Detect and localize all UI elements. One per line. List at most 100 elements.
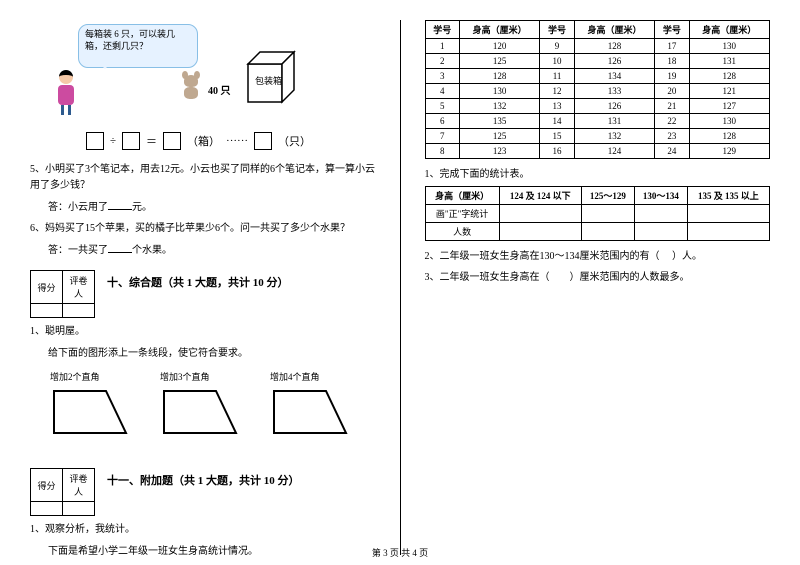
shapes-row: 增加2个直角 增加3个直角 增加4个直角 <box>50 370 376 440</box>
table-cell: 126 <box>574 99 654 114</box>
stat-cell[interactable] <box>687 223 769 241</box>
table-cell: 16 <box>540 144 574 159</box>
table-cell: 120 <box>459 39 539 54</box>
table-row: 41301213320121 <box>425 84 770 99</box>
table-cell: 19 <box>655 69 689 84</box>
stat-cell[interactable] <box>499 205 581 223</box>
table-header: 身高（厘米） <box>574 21 654 39</box>
table-header: 学号 <box>540 21 574 39</box>
table-cell: 6 <box>425 114 459 129</box>
grader-cell[interactable] <box>63 502 95 516</box>
table-cell: 124 <box>574 144 654 159</box>
table-cell: 127 <box>689 99 769 114</box>
page-footer: 第 3 页 共 4 页 <box>0 546 800 559</box>
score-cell[interactable] <box>31 304 63 318</box>
stat-cell[interactable] <box>581 223 634 241</box>
table-row: 21251012618131 <box>425 54 770 69</box>
shape-label: 增加4个直角 <box>270 370 360 383</box>
blank-box[interactable] <box>86 132 104 150</box>
blank-box[interactable] <box>163 132 181 150</box>
table-row: 31281113419128 <box>425 69 770 84</box>
grader-cell[interactable] <box>63 304 95 318</box>
table-cell: 9 <box>540 39 574 54</box>
fill-blank[interactable] <box>108 243 132 253</box>
score-cell[interactable] <box>31 502 63 516</box>
blank-box[interactable] <box>254 132 272 150</box>
score-table: 得分评卷人 <box>30 468 95 516</box>
table-cell: 21 <box>655 99 689 114</box>
trapezoid-icon <box>50 387 130 437</box>
column-divider <box>400 20 401 555</box>
stat-cell[interactable] <box>687 205 769 223</box>
box-label: 包装箱 <box>255 74 282 87</box>
table-cell: 131 <box>689 54 769 69</box>
table-cell: 18 <box>655 54 689 69</box>
stat-cell[interactable] <box>634 223 687 241</box>
q-text: ）人。 <box>672 251 702 262</box>
answer-5: 答：小云用了元。 <box>48 198 376 213</box>
table-header: 135 及 135 以上 <box>687 187 769 205</box>
table-cell: 23 <box>655 129 689 144</box>
table-header: 身高（厘米） <box>425 187 499 205</box>
table-cell: 128 <box>574 39 654 54</box>
left-column: 每箱装 6 只，可以装几箱，还剩几只？ 40 只 包装箱 ÷ ＝ <box>30 20 376 555</box>
table-cell: 131 <box>574 114 654 129</box>
table-cell: 4 <box>425 84 459 99</box>
table-cell: 12 <box>540 84 574 99</box>
section-11-q1: 1、观察分析，我统计。 <box>30 522 376 538</box>
table-header: 124 及 124 以下 <box>499 187 581 205</box>
question-6: 6、妈妈买了15个苹果，买的橘子比苹果少6个。问一共买了多少个水果？ <box>30 221 376 237</box>
table-cell: 128 <box>689 69 769 84</box>
table-cell: 128 <box>459 69 539 84</box>
table-header: 学号 <box>655 21 689 39</box>
table-cell: 17 <box>655 39 689 54</box>
equation-row: ÷ ＝ （箱） ······ （只） <box>86 132 376 150</box>
quantity-label: 40 只 <box>208 82 231 97</box>
trapezoid-icon <box>160 387 240 437</box>
right-q1: 1、完成下面的统计表。 <box>425 165 771 180</box>
table-cell: 22 <box>655 114 689 129</box>
unit-label: （箱） <box>187 133 220 149</box>
q-text: ）厘米范围内的人数最多。 <box>570 272 690 283</box>
grader-header: 评卷人 <box>63 271 95 304</box>
table-row: 61351413122130 <box>425 114 770 129</box>
stat-cell[interactable] <box>581 205 634 223</box>
plush-toy-icon <box>180 75 202 99</box>
table-cell: 135 <box>459 114 539 129</box>
table-cell: 10 <box>540 54 574 69</box>
score-table: 得分评卷人 <box>30 270 95 318</box>
right-q2: 2、二年级一班女生身高在130～134厘米范围内的有（ ）人。 <box>425 247 771 262</box>
table-cell: 121 <box>689 84 769 99</box>
shape-cell: 增加3个直角 <box>160 370 250 440</box>
blank-box[interactable] <box>122 132 140 150</box>
table-header: 130～134 <box>634 187 687 205</box>
table-header: 学号 <box>425 21 459 39</box>
illustration: 每箱装 6 只，可以装几箱，还剩几只？ 40 只 包装箱 <box>30 20 376 128</box>
table-row: 1120912817130 <box>425 39 770 54</box>
answer-prefix: 答：小云用了 <box>48 202 108 213</box>
question-5: 5、小明买了3个笔记本，用去12元。小云也买了同样的6个笔记本，算一算小云用了多… <box>30 162 376 194</box>
q-text: 3、二年级一班女生身高在（ <box>425 272 550 283</box>
table-cell: 3 <box>425 69 459 84</box>
table-cell: 24 <box>655 144 689 159</box>
shape-cell: 增加2个直角 <box>50 370 140 440</box>
stat-row-label: 人数 <box>425 223 499 241</box>
section-10-instruction: 给下面的图形添上一条线段，使它符合要求。 <box>48 346 376 362</box>
shape-label: 增加2个直角 <box>50 370 140 383</box>
table-cell: 14 <box>540 114 574 129</box>
table-cell: 133 <box>574 84 654 99</box>
table-header: 身高（厘米） <box>689 21 769 39</box>
table-cell: 132 <box>574 129 654 144</box>
dots: ······ <box>226 135 248 147</box>
table-cell: 134 <box>574 69 654 84</box>
table-cell: 11 <box>540 69 574 84</box>
right-q3: 3、二年级一班女生身高在（ ）厘米范围内的人数最多。 <box>425 268 771 283</box>
stat-cell[interactable] <box>634 205 687 223</box>
table-cell: 130 <box>689 114 769 129</box>
stat-row-label: 画"正"字统计 <box>425 205 499 223</box>
grader-header: 评卷人 <box>63 469 95 502</box>
q-text: 2、二年级一班女生身高在130～134厘米范围内的有（ <box>425 251 660 262</box>
table-cell: 13 <box>540 99 574 114</box>
fill-blank[interactable] <box>108 200 132 210</box>
stat-cell[interactable] <box>499 223 581 241</box>
